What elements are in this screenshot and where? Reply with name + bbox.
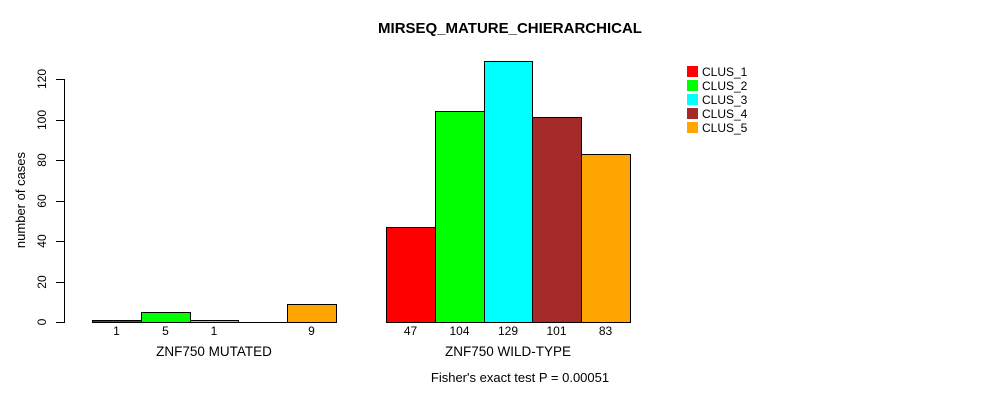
group-label: ZNF750 MUTATED [156,344,272,359]
bar-value-label: 101 [546,324,567,338]
bar-clus_3 [190,320,239,323]
bar-value-label: 1 [113,324,120,338]
legend-swatch-clus_2 [687,80,698,91]
bar-value-label: 1 [210,324,218,338]
bar-clus_5 [581,154,631,323]
bar-clus_2 [435,111,485,323]
y-axis-tick-label: 40 [35,234,49,248]
y-axis-tick-mark [56,281,64,283]
y-axis-tick-mark [56,322,64,323]
legend-swatch-clus_4 [687,108,698,119]
bar-clus_1 [386,227,436,323]
bar-value-label: 47 [403,324,418,338]
bar-clus_4 [532,117,582,323]
legend-swatch-clus_3 [687,94,698,105]
bar-value-label: 83 [598,324,613,338]
bar-clus_1 [92,320,142,323]
y-axis-tick-label: 20 [35,274,49,289]
bar-value-label: 104 [449,324,470,338]
bar-value-label: 129 [497,324,519,338]
chart-title: MIRSEQ_MATURE_CHIERARCHICAL [378,20,642,37]
y-axis-tick-label: 120 [35,68,49,90]
y-axis-tick-label: 60 [35,193,49,208]
y-axis-tick-label: 80 [35,153,49,167]
y-axis-tick-mark [56,241,64,242]
bar-clus_2 [141,312,191,323]
legend-label: CLUS_5 [702,121,748,135]
y-axis-tick-mark [56,200,64,202]
y-axis-title: number of cases [13,151,28,249]
fisher-test-annotation: Fisher's exact test P = 0.00051 [430,370,610,385]
legend-swatch-clus_1 [687,66,698,77]
bar-value-label: 9 [308,324,315,338]
y-axis-tick-label: 0 [35,318,49,326]
group-label: ZNF750 WILD-TYPE [444,344,572,359]
y-axis-tick-mark [56,79,64,80]
y-axis-tick-mark [56,160,64,161]
legend-swatch-clus_5 [687,122,698,133]
legend-label: CLUS_4 [702,107,748,121]
y-axis-tick-mark [56,119,64,121]
bar-value-label: 5 [162,324,169,338]
bar-clus_3 [484,61,533,323]
legend-label: CLUS_1 [702,65,748,79]
legend-label: CLUS_2 [702,79,748,93]
y-axis-tick-label: 100 [35,109,49,130]
y-axis-line [64,79,65,323]
legend-label: CLUS_3 [702,93,748,107]
bar-clus_5 [287,304,337,323]
